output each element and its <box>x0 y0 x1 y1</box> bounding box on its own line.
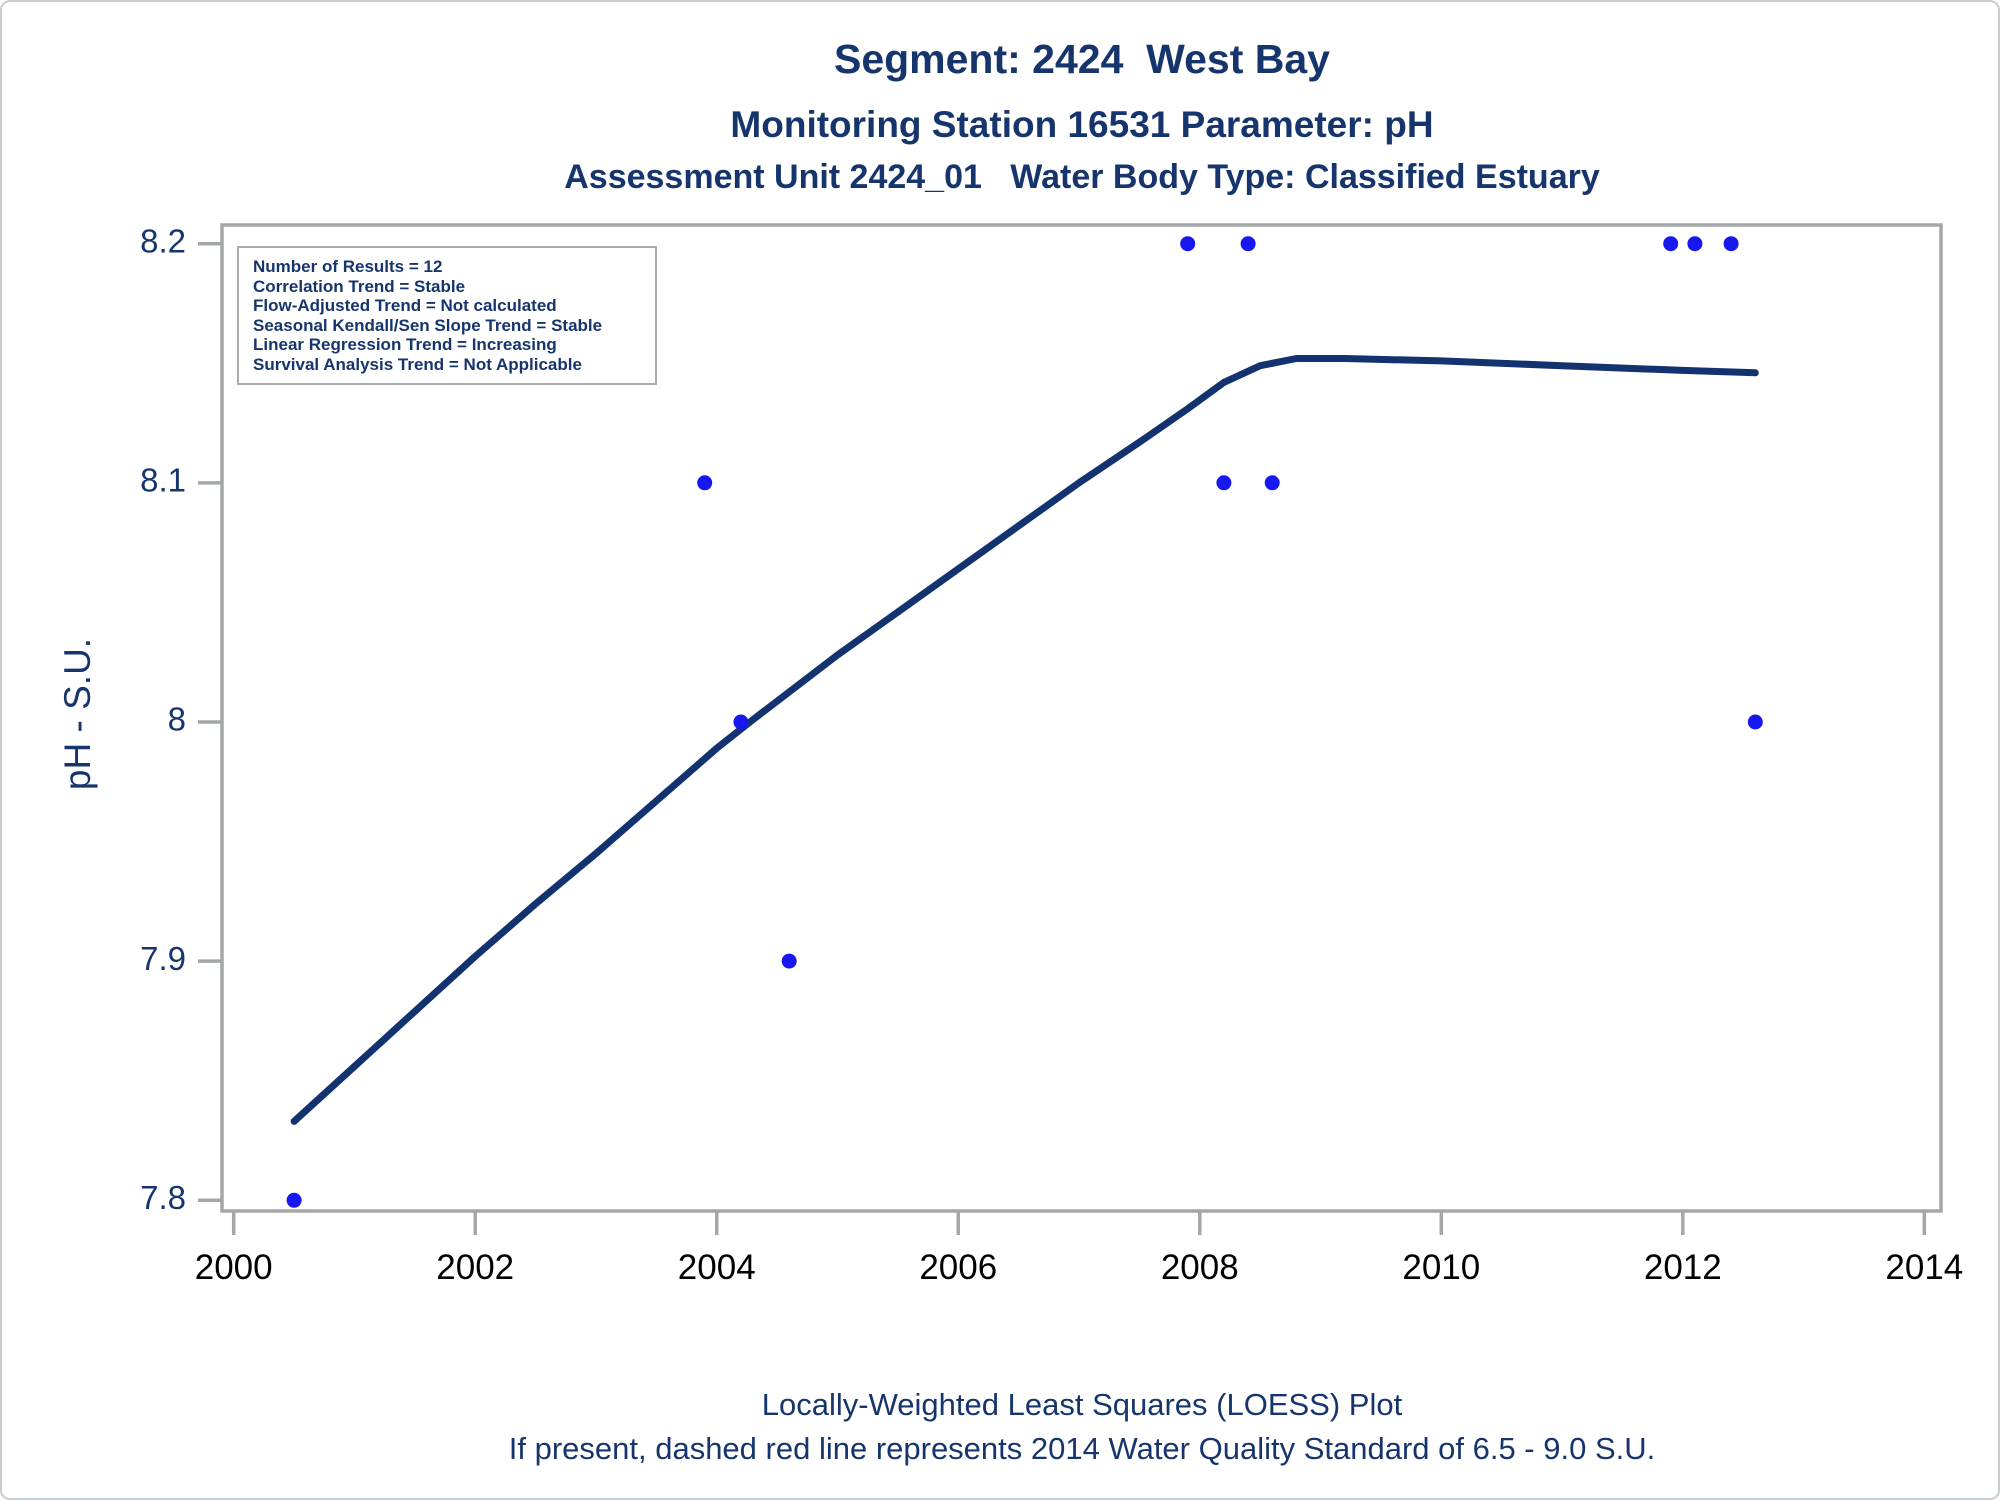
stats-box: Number of Results = 12 Correlation Trend … <box>237 246 657 385</box>
data-point <box>697 475 713 491</box>
x-tick-label: 2004 <box>678 1248 756 1287</box>
data-point <box>286 1192 302 1208</box>
y-axis-label: pH - S.U. <box>57 637 98 791</box>
stat-line: Seasonal Kendall/Sen Slope Trend = Stabl… <box>253 315 603 335</box>
data-point <box>781 953 797 969</box>
y-tick-label: 7.9 <box>140 940 186 977</box>
stat-line: Number of Results = 12 <box>253 257 443 276</box>
chart-subtitle-station: Monitoring Station 16531 Parameter: pH <box>730 104 1434 145</box>
loess-trend-line <box>290 355 1759 1125</box>
stat-line: Correlation Trend = Stable <box>253 276 466 296</box>
data-point <box>733 714 749 730</box>
x-tick-label: 2010 <box>1402 1248 1480 1287</box>
x-tick-label: 2008 <box>1161 1248 1239 1287</box>
data-point <box>1180 236 1196 252</box>
chart-subtitle-assessment: Assessment Unit 2424_01 Water Body Type:… <box>564 158 1600 196</box>
y-tick-label: 8.2 <box>140 222 186 259</box>
y-tick-label: 7.8 <box>140 1179 186 1216</box>
data-point <box>1687 236 1703 252</box>
stat-line: Linear Regression Trend = Increasing <box>253 335 557 354</box>
y-tick-label: 8.1 <box>140 462 186 499</box>
x-tick-label: 2014 <box>1885 1248 1963 1287</box>
data-point <box>1723 236 1739 252</box>
footnote-standard: If present, dashed red line represents 2… <box>508 1431 1656 1466</box>
data-point <box>1747 714 1763 730</box>
footnotes: Locally-Weighted Least Squares (LOESS) P… <box>162 1383 1998 1471</box>
data-point <box>1240 236 1256 252</box>
stat-line: Survival Analysis Trend = Not Applicable <box>253 354 582 374</box>
y-tick-label: 8 <box>168 701 186 738</box>
x-tick-label: 2006 <box>919 1248 997 1287</box>
x-tick-label: 2000 <box>195 1248 273 1287</box>
chart-title: Segment: 2424 West Bay <box>833 36 1330 82</box>
data-point <box>1663 236 1679 252</box>
data-point <box>1264 475 1280 491</box>
data-point <box>1216 475 1232 491</box>
stat-line: Flow-Adjusted Trend = Not calculated <box>253 296 557 315</box>
footnote-loess: Locally-Weighted Least Squares (LOESS) P… <box>761 1387 1403 1422</box>
x-tick-label: 2002 <box>436 1248 514 1287</box>
plot-frame <box>220 223 1943 1213</box>
x-tick-label: 2012 <box>1644 1248 1722 1287</box>
